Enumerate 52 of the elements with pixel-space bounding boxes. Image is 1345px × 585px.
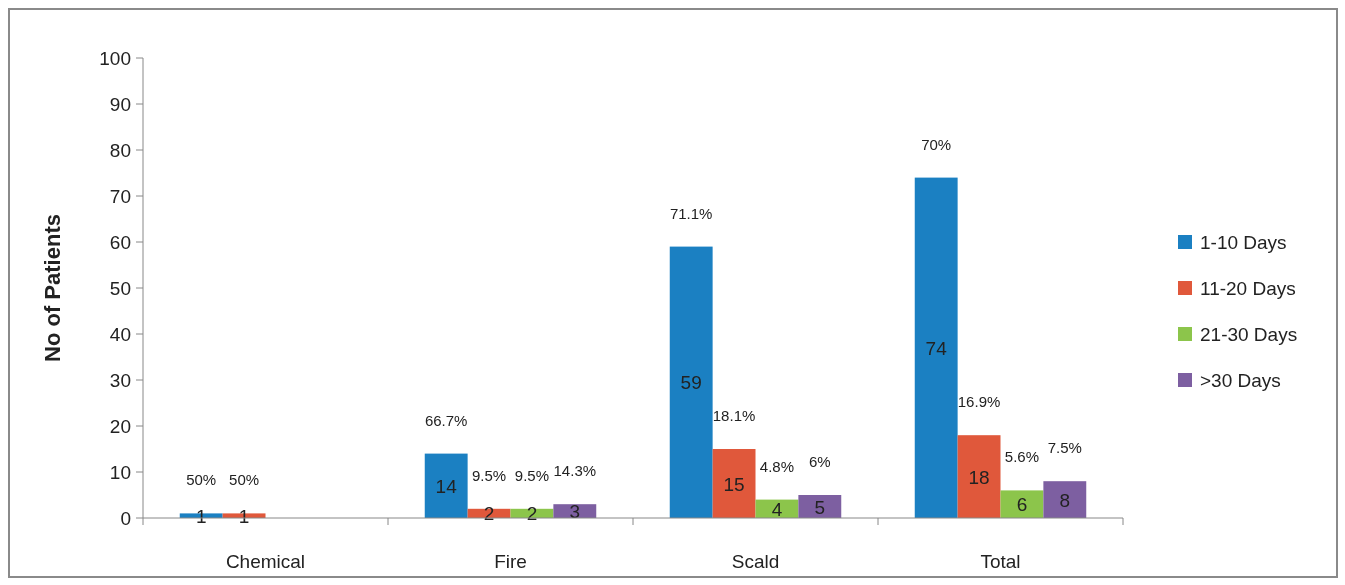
- annotation: 9.5%: [471, 466, 507, 484]
- bar: [669, 246, 713, 518]
- data-label: 6: [1016, 494, 1028, 516]
- annotation: 16.9%: [957, 393, 1001, 411]
- y-tick-label: 70: [109, 186, 131, 207]
- y-tick-label: 0: [120, 508, 131, 529]
- annotation: 70%: [921, 135, 952, 153]
- data-label: 15: [723, 473, 745, 495]
- annotation: 50%: [186, 471, 217, 489]
- annotation: 4.8%: [759, 457, 795, 475]
- annotation: 71.1%: [669, 204, 713, 222]
- bar: [1043, 481, 1087, 518]
- y-tick-label: 50: [109, 278, 131, 299]
- bar: [957, 435, 1001, 518]
- data-label: 14: [435, 475, 458, 497]
- x-tick-label: Total: [980, 551, 1021, 572]
- annotation: 6%: [808, 453, 831, 470]
- annotation: 66.7%: [424, 411, 468, 429]
- bar: [712, 449, 756, 518]
- bar: [424, 453, 468, 518]
- y-tick-label: 30: [109, 370, 131, 391]
- data-label: 18: [968, 466, 990, 488]
- x-tick-label: Fire: [494, 551, 527, 572]
- annotation: 18.1%: [712, 407, 756, 424]
- data-label: 74: [925, 337, 948, 359]
- data-label: 5: [814, 496, 826, 518]
- annotation: 7.5%: [1047, 439, 1082, 457]
- y-tick-label: 60: [109, 232, 131, 253]
- x-tick-label: Scald: [731, 551, 780, 572]
- data-label: 1: [195, 505, 207, 527]
- y-tick-label: 40: [109, 324, 131, 345]
- data-label: 59: [680, 372, 702, 394]
- y-tick-label: 10: [109, 462, 131, 483]
- annotation: 5.6%: [1004, 448, 1040, 466]
- legend-label: 21-30 Days: [1200, 324, 1298, 345]
- annotation: 50%: [229, 471, 260, 489]
- annotation: 14.3%: [553, 462, 597, 480]
- legend-label: 11-20 Days: [1200, 278, 1296, 299]
- y-tick-label: 20: [109, 416, 131, 437]
- annotation: 9.5%: [514, 466, 550, 484]
- data-label: 8: [1059, 489, 1071, 511]
- y-tick-label: 80: [109, 140, 131, 161]
- bar: [914, 177, 958, 518]
- data-label: 3: [569, 501, 581, 523]
- y-axis-title: No of Patients: [40, 214, 65, 362]
- data-label: 1: [238, 505, 250, 527]
- legend-label: >30 Days: [1200, 370, 1281, 391]
- y-tick-label: 90: [109, 94, 131, 115]
- data-label: 4: [771, 498, 783, 520]
- y-tick-label: 100: [99, 48, 131, 69]
- x-tick-label: Chemical: [225, 551, 306, 572]
- legend-label: 1-10 Days: [1200, 232, 1287, 253]
